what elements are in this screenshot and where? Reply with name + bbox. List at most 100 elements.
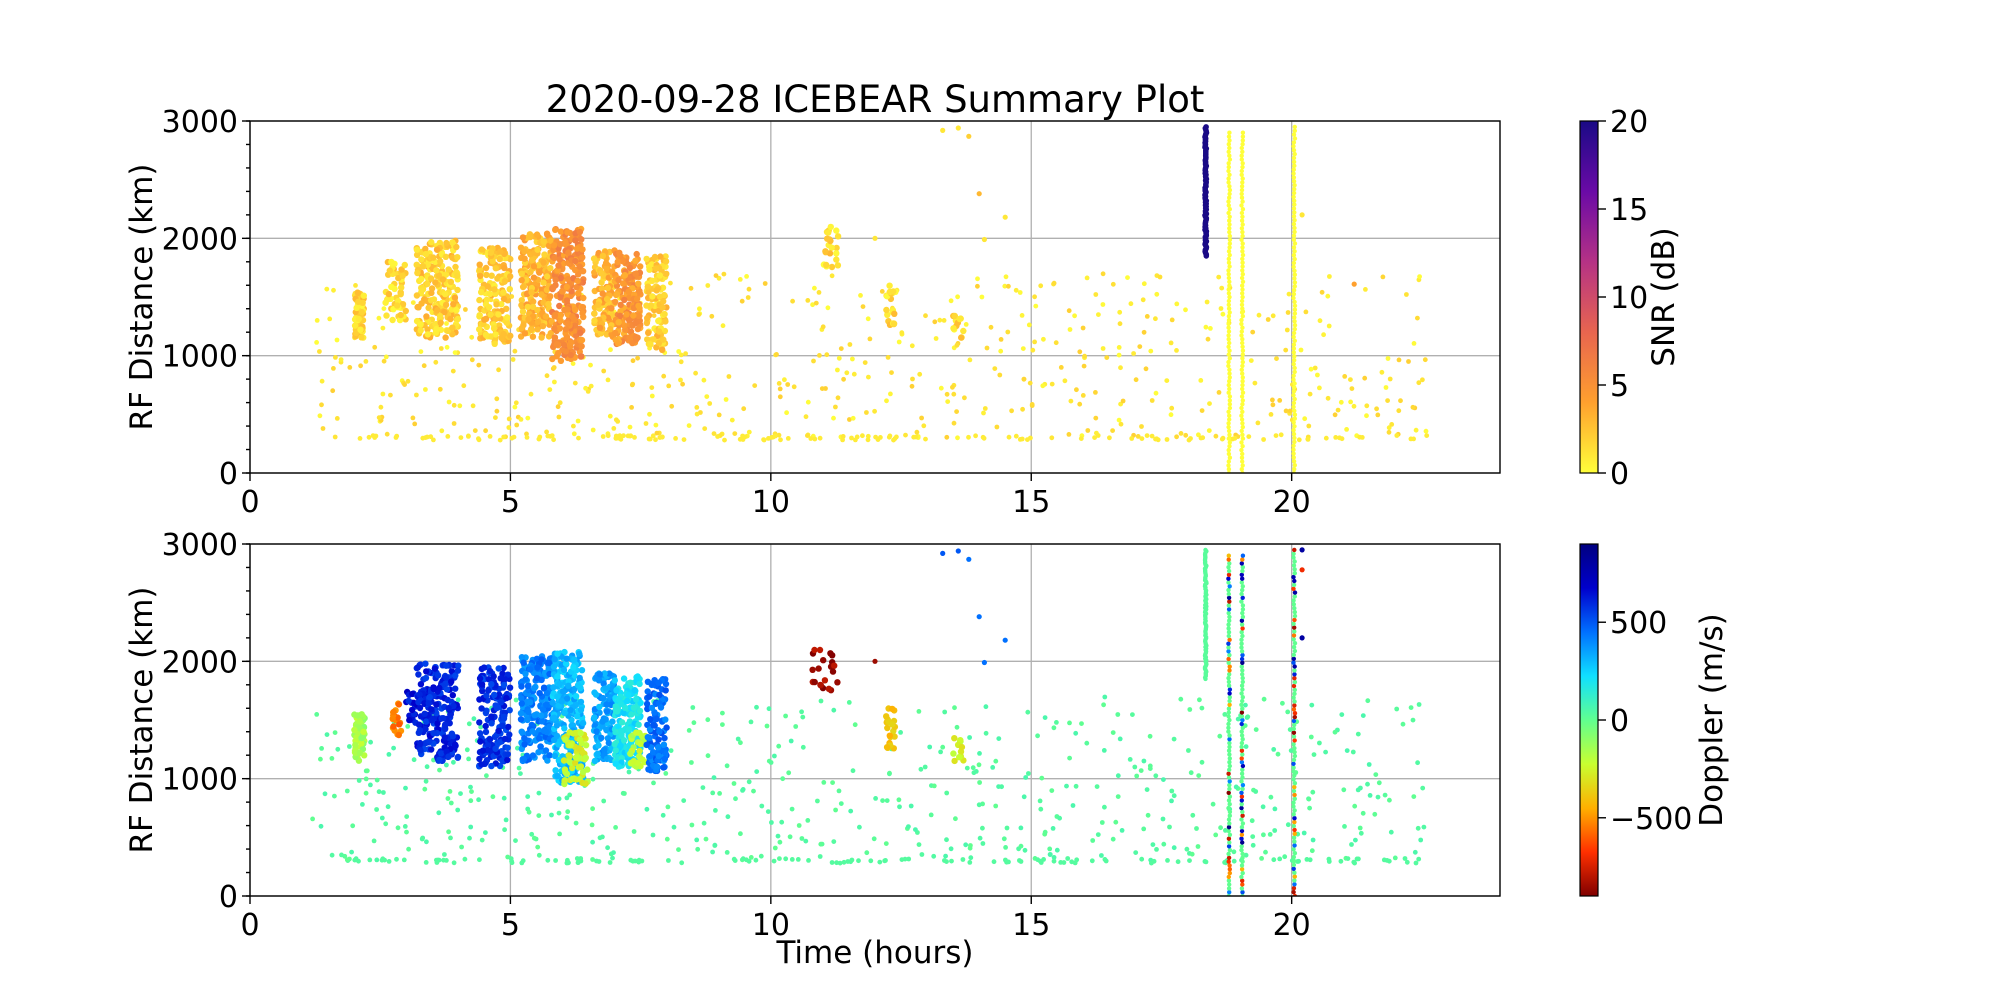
scatter-point [696,312,702,317]
scatter-point [931,783,937,789]
scatter-point [405,378,411,384]
scatter-point [836,788,842,794]
scatter-point [384,431,390,437]
scatter-point [805,298,811,303]
cluster-point [607,326,614,333]
cluster-point [542,313,550,320]
streak-point [1227,779,1232,784]
scatter-point [368,739,373,745]
cluster-point [550,242,558,249]
cluster-point [447,278,455,286]
cluster-point [543,701,550,708]
cluster-point [388,283,395,291]
scatter-point [858,293,863,298]
streak-point [1240,813,1245,818]
scatter-point [824,352,830,358]
colorbar-tick-label: 0 [1610,457,1629,492]
scatter-point [444,762,449,768]
cluster-point [476,675,484,682]
scatter-point [1374,406,1379,412]
cluster-point [480,664,488,671]
streak-point [1291,602,1297,607]
streak-point [1227,870,1233,876]
scatter-point [1323,749,1328,755]
cluster-point [637,699,644,706]
streak-point [1226,725,1231,730]
cluster-point [576,650,583,658]
scatter-point [768,760,774,765]
streak-point [1226,382,1232,388]
scatter-point [1415,760,1420,766]
scatter-point [777,856,782,861]
streak-point [1227,218,1232,223]
cluster-point [571,266,579,274]
cluster-point [485,687,492,694]
cluster-point [443,239,450,247]
scatter-point [1351,403,1357,409]
scatter-point [715,434,720,439]
cluster-point [442,301,450,309]
cluster-point [500,664,507,672]
streak-point [1240,752,1245,757]
scatter-point [1355,787,1361,793]
scatter-point [1153,316,1158,322]
streak-point [1239,153,1244,158]
cluster-point [530,263,538,270]
cluster-point [556,302,563,310]
streak-point [1227,733,1232,738]
cluster-point [635,280,642,287]
scatter-point [1006,434,1012,440]
streak-point [1227,294,1232,300]
cluster-point [625,691,632,699]
streak-point [1240,576,1245,581]
streak-point [1239,467,1245,472]
scatter-point [821,780,827,785]
scatter-point [833,807,838,813]
scatter-point [1364,403,1370,409]
cluster-point [576,674,583,682]
scatter-point [1094,784,1100,789]
scatter-point [1357,434,1362,440]
streak-point [1239,317,1244,323]
scatter-point [590,427,596,433]
scatter-point [654,430,660,436]
snr-colorbar-fill [1579,120,1599,474]
scatter-point [1154,847,1159,852]
scatter-point [1196,773,1202,778]
scatter-point [335,746,341,752]
scatter-point [891,437,896,443]
scatter-point [771,858,777,864]
scatter-point [1360,713,1366,718]
streak-point [1292,711,1298,716]
streak-point [1239,637,1244,642]
scatter-point [808,436,814,441]
streak-point [1227,786,1232,792]
cluster-point [437,319,444,326]
cluster-point [353,734,360,741]
cluster-point [820,657,827,664]
scatter-point [661,373,667,379]
cluster-point [545,300,552,308]
streak-point [1240,660,1245,665]
streak-point [1226,568,1232,574]
scatter-point [1018,859,1024,864]
scatter-point [1144,433,1150,438]
streak-point [1227,237,1233,242]
cluster-point [591,757,599,765]
cluster-point [504,756,511,764]
cluster-point [389,260,396,267]
scatter-point [691,720,697,726]
scatter-point [681,437,687,442]
streak-point [1239,405,1244,411]
streak-point [1291,652,1297,658]
scatter-point [764,723,770,729]
cluster-point [660,764,667,771]
scatter-point [1047,852,1053,857]
cluster-point [656,728,663,735]
scatter-point [1154,291,1160,297]
scatter-point [451,421,457,426]
scatter-point [444,321,449,326]
streak-point [1226,459,1232,464]
scatter-point [962,395,967,401]
